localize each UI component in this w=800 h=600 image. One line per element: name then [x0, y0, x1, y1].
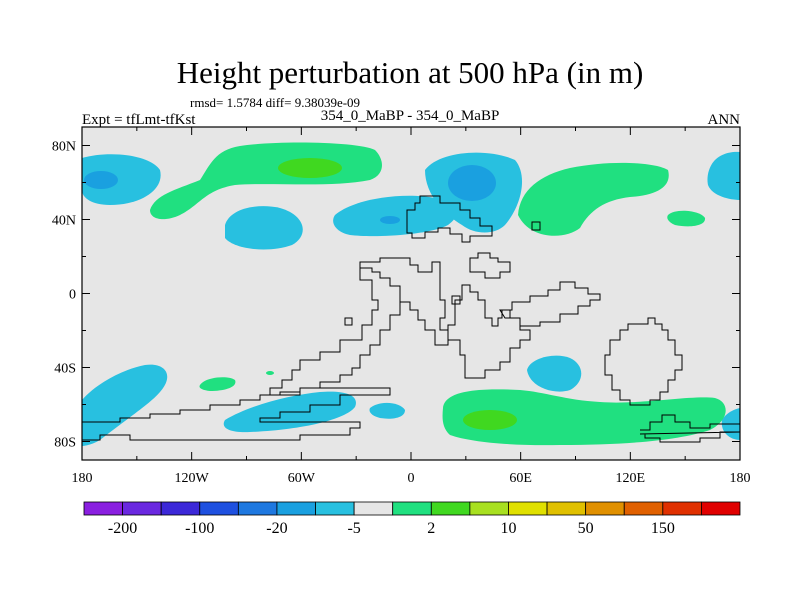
- contour-pos-dot: [266, 371, 274, 375]
- y-tick-label: 40N: [52, 214, 76, 229]
- colorbar-label: 10: [500, 520, 516, 537]
- contour-pos-sio-core: [463, 410, 517, 430]
- x-tick-label: 180: [72, 471, 93, 486]
- colorbar-swatch: [83, 501, 123, 516]
- coastlines: [82, 195, 741, 443]
- coast-antarctica: [82, 387, 391, 441]
- x-tick-label: 120W: [175, 471, 210, 486]
- contour-neg-ne: [707, 151, 740, 200]
- contour-neg-spac: [82, 364, 168, 446]
- colorbar-swatch: [469, 501, 509, 516]
- colorbar-swatch: [508, 501, 548, 516]
- contour-neg-eur-core: [380, 216, 400, 224]
- x-axis: 180 120W 60W 0 60E 120E 180: [72, 127, 751, 486]
- coast-small-1: [344, 317, 353, 326]
- colorbar-swatch: [392, 501, 432, 516]
- coast-australia: [604, 317, 683, 406]
- coast-europe: [406, 195, 493, 243]
- contour-pos-neasia: [518, 162, 669, 236]
- coast-ne-asia: [469, 252, 511, 279]
- colorbar-swatch: [546, 501, 587, 516]
- contour-fills: [82, 142, 740, 446]
- contour-neg-nat: [225, 206, 303, 250]
- x-tick-label: 180: [730, 471, 751, 486]
- colorbar-label: -100: [185, 520, 214, 537]
- colorbar: -200 -100 -20 -5 2 10 50 150: [83, 501, 741, 537]
- left-label: Expt = tfLmt-tfKst: [82, 112, 196, 128]
- coast-small-2: [451, 295, 461, 305]
- colorbar-swatch: [315, 501, 355, 516]
- chart-title: Height perturbation at 500 hPa (in m): [177, 55, 644, 90]
- coast-antarctica-e: [639, 414, 741, 443]
- colorbar-label: 2: [427, 520, 435, 537]
- colorbar-label: -20: [266, 520, 287, 537]
- contour-neg-nw-core: [84, 171, 118, 189]
- right-label: ANN: [708, 112, 741, 128]
- contour-pos-arctic-core: [278, 158, 342, 178]
- colorbar-label: 50: [578, 520, 594, 537]
- center-label: 354_0_MaBP - 354_0_MaBP: [321, 108, 500, 124]
- y-tick-label: 0: [69, 288, 76, 303]
- contour-neg-eur: [333, 195, 457, 237]
- stats-line: rmsd= 1.5784 diff= 9.38039e-09: [190, 95, 360, 110]
- contour-neg-nw: [82, 154, 161, 205]
- colorbar-swatch: [276, 501, 316, 516]
- y-tick-label: 80N: [52, 140, 76, 155]
- x-tick-label: 60W: [288, 471, 316, 486]
- contour-neg-satl: [369, 402, 405, 419]
- coast-arabia: [499, 281, 601, 327]
- colorbar-label: 150: [651, 520, 675, 537]
- colorbar-swatch: [701, 501, 741, 516]
- x-tick-label: 120E: [616, 471, 646, 486]
- y-axis: 80N 40N 0 40S 80S: [52, 140, 740, 451]
- colorbar-swatch: [237, 501, 278, 516]
- contour-neg-sio: [527, 355, 582, 392]
- colorbar-label: -5: [347, 520, 360, 537]
- coast-small-asia: [531, 221, 541, 231]
- contour-pos-sio: [442, 389, 726, 446]
- colorbar-swatch: [353, 501, 394, 516]
- x-tick-label: 60E: [509, 471, 532, 486]
- colorbar-swatch: [122, 501, 162, 516]
- contour-neg-asia-core: [448, 165, 496, 201]
- y-tick-label: 80S: [54, 436, 76, 451]
- colorbar-swatch: [662, 501, 702, 516]
- y-tick-label: 40S: [54, 362, 76, 377]
- colorbar-swatch: [623, 501, 664, 516]
- x-tick-label: 0: [408, 471, 415, 486]
- contour-pos-npac: [667, 210, 706, 227]
- colorbar-swatch: [160, 501, 201, 516]
- colorbar-label: -200: [108, 520, 137, 537]
- colorbar-swatch: [585, 501, 625, 516]
- coast-sam: [269, 268, 401, 396]
- contour-pos-spac-small: [199, 377, 236, 391]
- colorbar-swatch: [199, 501, 239, 516]
- colorbar-swatch: [430, 501, 471, 516]
